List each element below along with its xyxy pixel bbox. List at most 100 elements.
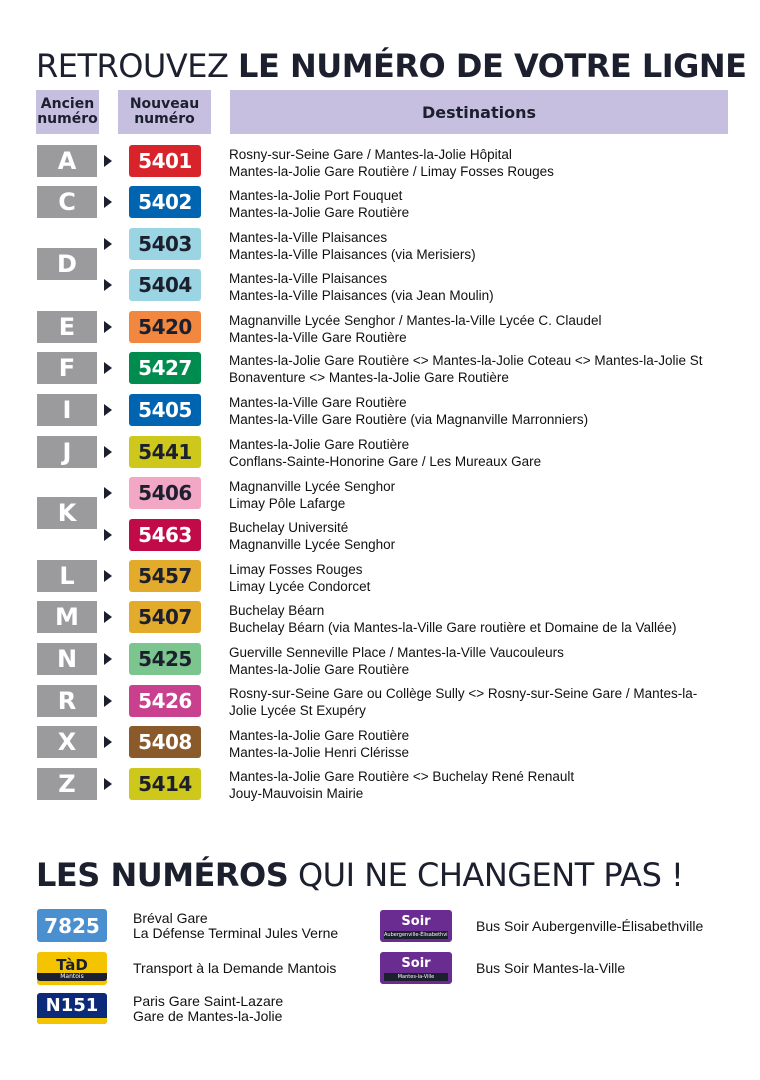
- badge-soir-label: Soir: [401, 956, 431, 971]
- badge-soir-label: Soir: [401, 914, 431, 929]
- destination-text: Buchelay Université Magnanville Lycée Sen…: [229, 519, 729, 553]
- line-number-badge: 5425: [129, 643, 201, 675]
- line-number-badge: 5420: [129, 311, 201, 343]
- arrow-icon: [104, 695, 112, 707]
- dest-7825: Bréval Gare La Défense Terminal Jules Ve…: [133, 911, 338, 941]
- old-letter: M: [37, 601, 97, 633]
- arrow-icon: [104, 279, 112, 291]
- line-number-badge: 5403: [129, 228, 201, 260]
- dest-line: Transport à la Demande Mantois: [133, 960, 337, 976]
- line-number-badge: 5405: [129, 394, 201, 426]
- destination-line: Rosny-sur-Seine Gare / Mantes-la-Jolie H…: [229, 147, 512, 162]
- old-letter: E: [37, 311, 97, 343]
- dest-line: La Défense Terminal Jules Verne: [133, 925, 339, 941]
- destination-line: Rosny-sur-Seine Gare ou Collège Sully <>…: [229, 686, 698, 718]
- dest-line: Bus Soir Aubergenville-Élisabethville: [476, 918, 704, 934]
- badge-n151-stripe: [37, 1017, 107, 1024]
- old-letter: L: [37, 560, 97, 592]
- destination-line: Jouy-Mauvoisin Mairie: [229, 786, 364, 801]
- destination-line: Mantes-la-Ville Gare Routière: [229, 330, 407, 345]
- line-number-badge: 5407: [129, 601, 201, 633]
- old-letter: A: [37, 145, 97, 177]
- old-letter: F: [37, 352, 97, 384]
- destination-line: Mantes-la-Ville Plaisances (via Merisier…: [229, 247, 476, 262]
- destination-line: Buchelay Béarn (via Mantes-la-Ville Gare…: [229, 620, 677, 635]
- dest-line: Bréval Gare: [133, 910, 208, 926]
- badge-n151: N151: [37, 993, 107, 1024]
- destination-line: Mantes-la-Jolie Gare Routière: [229, 437, 410, 452]
- line-number-badge: 5401: [129, 145, 201, 177]
- destination-line: Magnanville Lycée Senghor / Mantes-la-Vi…: [229, 313, 602, 328]
- line-number-badge: 5404: [129, 269, 201, 301]
- badge-soir-mantes-la-ville: Soir Mantes-la-Ville: [380, 952, 452, 984]
- badge-7825: 7825: [37, 909, 107, 942]
- destination-line: Mantes-la-Jolie Gare Routière: [229, 205, 410, 220]
- destination-line: Mantes-la-Jolie Gare Routière <> Mantes-…: [229, 353, 703, 385]
- destination-line: Mantes-la-Jolie Gare Routière: [229, 662, 410, 677]
- destination-line: Mantes-la-Ville Plaisances: [229, 271, 388, 286]
- old-letter: R: [37, 685, 97, 717]
- arrow-icon: [104, 778, 112, 790]
- arrow-icon: [104, 653, 112, 665]
- arrow-icon: [104, 196, 112, 208]
- destination-text: Mantes-la-Jolie Gare Routière <> Mantes-…: [229, 352, 719, 386]
- destination-line: Buchelay Béarn: [229, 603, 325, 618]
- destination-line: Mantes-la-Jolie Gare Routière: [229, 728, 410, 743]
- old-letter: I: [37, 394, 97, 426]
- old-letter: Z: [37, 768, 97, 800]
- badge-soir-sub: Aubergenville-Élisabethville: [384, 931, 448, 939]
- badge-tad-label: TàD: [56, 955, 88, 974]
- header-old-line1: Ancien: [40, 96, 95, 112]
- dest-line: Paris Gare Saint-Lazare: [133, 993, 284, 1009]
- destination-line: Mantes-la-Jolie Port Fouquet: [229, 188, 403, 203]
- dest-soir-aubergenville: Bus Soir Aubergenville-Élisabethville: [476, 919, 703, 934]
- dest-tad: Transport à la Demande Mantois: [133, 961, 336, 976]
- badge-7825-label: 7825: [44, 913, 100, 938]
- destination-text: Mantes-la-Jolie Gare Routière <> Buchela…: [229, 768, 729, 802]
- dest-soir-mantes-la-ville: Bus Soir Mantes-la-Ville: [476, 961, 625, 976]
- line-number-badge: 5402: [129, 186, 201, 218]
- line-number-badge: 5441: [129, 436, 201, 468]
- header-new-line2: numéro: [134, 111, 195, 127]
- dest-n151: Paris Gare Saint-Lazare Gare de Mantes-l…: [133, 994, 283, 1024]
- page-title-light: RETROUVEZ: [36, 47, 239, 85]
- badge-n151-label: N151: [45, 994, 99, 1016]
- destination-text: Mantes-la-Ville Plaisances Mantes-la-Vill…: [229, 270, 729, 304]
- destination-line: Mantes-la-Jolie Henri Clérisse: [229, 745, 410, 760]
- header-old-number: Ancien numéro: [36, 90, 99, 134]
- header-destinations: Destinations: [230, 90, 728, 134]
- line-number-badge: 5426: [129, 685, 201, 717]
- badge-soir-sub: Mantes-la-Ville: [384, 973, 448, 981]
- destination-line: Mantes-la-Ville Plaisances: [229, 230, 388, 245]
- arrow-icon: [104, 155, 112, 167]
- dest-line: Gare de Mantes-la-Jolie: [133, 1008, 283, 1024]
- arrow-icon: [104, 736, 112, 748]
- arrow-icon: [104, 321, 112, 333]
- badge-tad: TàD Mantois: [37, 952, 107, 985]
- destination-line: Limay Pôle Lafarge: [229, 496, 346, 511]
- arrow-icon: [104, 487, 112, 499]
- arrow-icon: [104, 529, 112, 541]
- destination-line: Conflans-Sainte-Honorine Gare / Les Mure…: [229, 454, 542, 469]
- page-title-bold: LE NUMÉRO DE VOTRE LIGNE: [238, 47, 747, 85]
- destination-text: Magnanville Lycée Senghor / Mantes-la-Vi…: [229, 312, 729, 346]
- page-title: RETROUVEZ LE NUMÉRO DE VOTRE LIGNE: [36, 44, 747, 88]
- destination-text: Limay Fosses Rouges Limay Lycée Condorcet: [229, 561, 729, 595]
- line-number-badge: 5408: [129, 726, 201, 758]
- old-letter: K: [37, 497, 97, 529]
- arrow-icon: [104, 404, 112, 416]
- destination-text: Rosny-sur-Seine Gare / Mantes-la-Jolie H…: [229, 146, 729, 180]
- line-number-badge: 5463: [129, 519, 201, 551]
- destination-line: Mantes-la-Ville Gare Routière (via Magna…: [229, 412, 589, 427]
- arrow-icon: [104, 446, 112, 458]
- destination-line: Mantes-la-Jolie Gare Routière <> Buchela…: [229, 769, 575, 784]
- header-new-number: Nouveau numéro: [118, 90, 211, 134]
- destination-line: Mantes-la-Ville Plaisances (via Jean Mou…: [229, 288, 494, 303]
- destination-text: Magnanville Lycée Senghor Limay Pôle Lafa…: [229, 478, 729, 512]
- old-letter: N: [37, 643, 97, 675]
- destination-text: Mantes-la-Ville Plaisances Mantes-la-Vill…: [229, 229, 729, 263]
- destination-line: Guerville Senneville Place / Mantes-la-V…: [229, 645, 564, 660]
- section-title-light: QUI NE CHANGENT PAS !: [288, 856, 684, 894]
- destination-line: Buchelay Université: [229, 520, 349, 535]
- destination-text: Buchelay Béarn Buchelay Béarn (via Mantes…: [229, 602, 729, 636]
